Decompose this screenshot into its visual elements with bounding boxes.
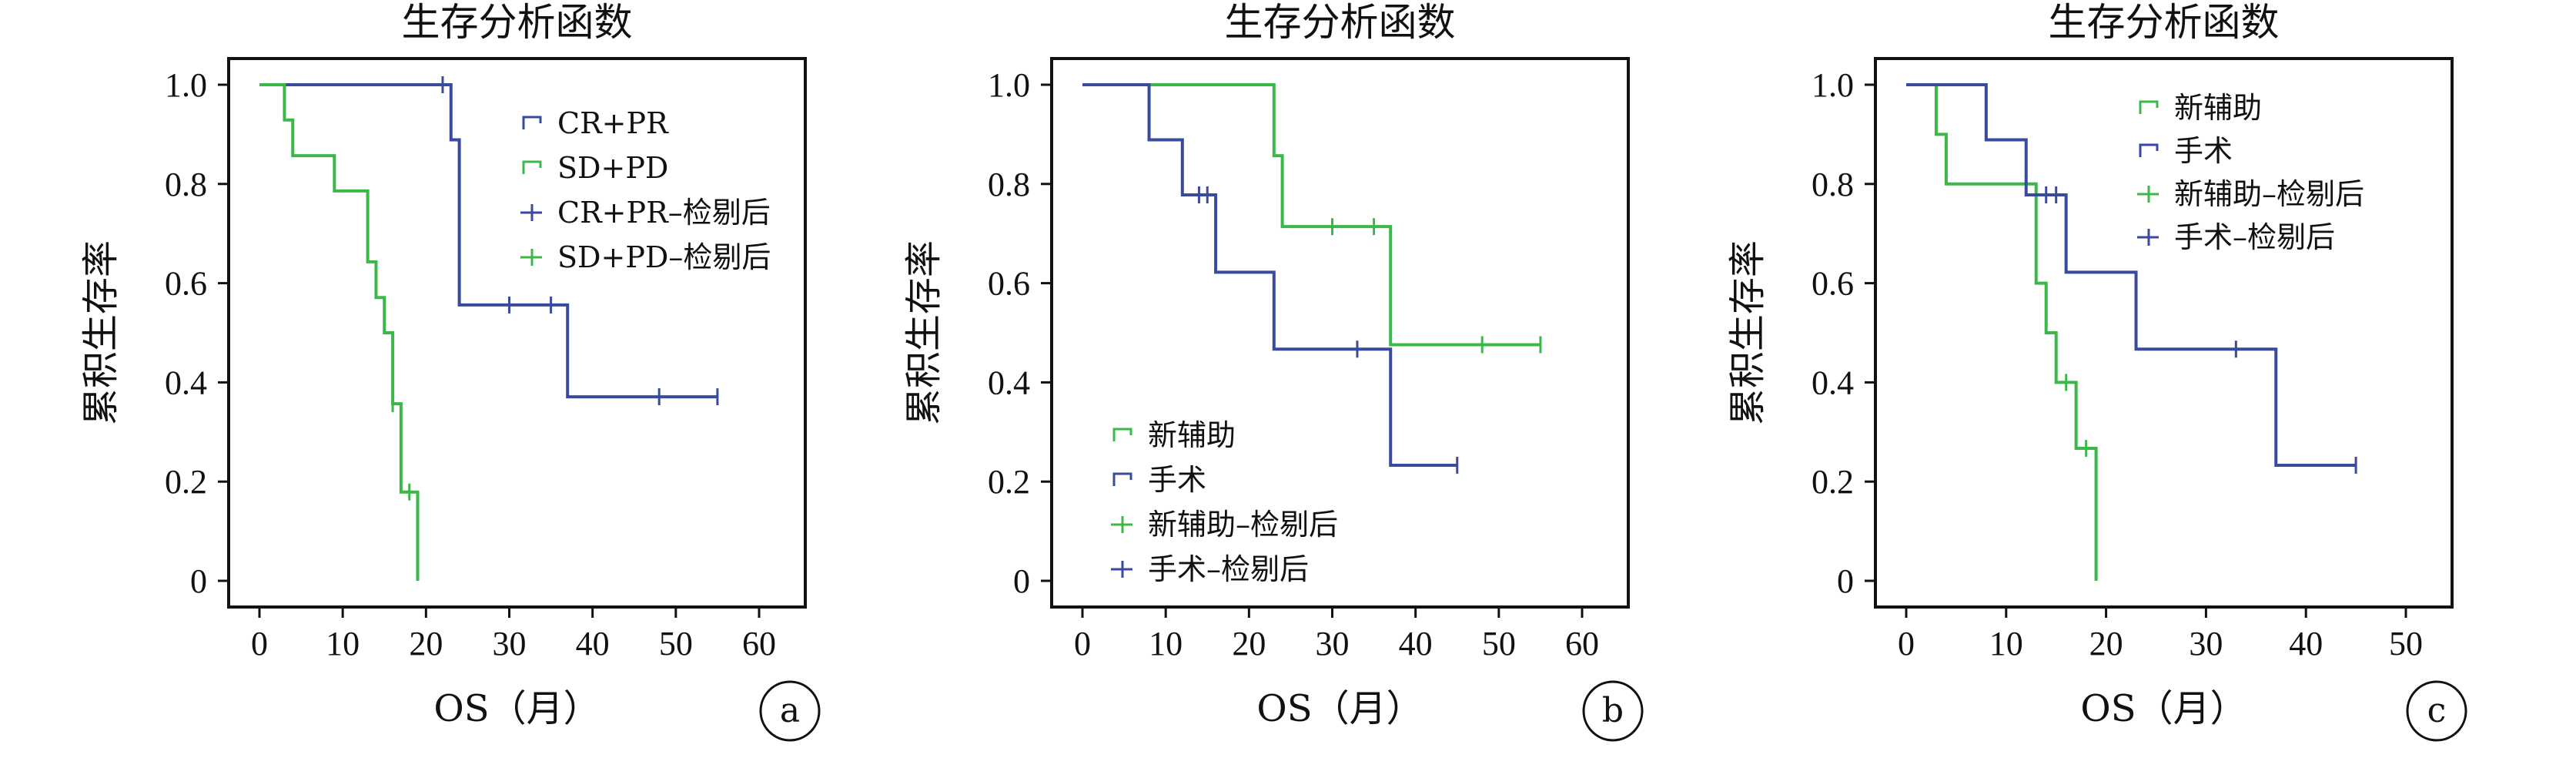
- legend-label: 新辅助–检剔后: [2174, 177, 2364, 211]
- y-tick-label: 0.2: [1812, 463, 1854, 501]
- x-tick-label: 40: [1399, 625, 1433, 662]
- legend-swatch: [1112, 472, 1132, 486]
- x-tick-label: 10: [326, 625, 360, 662]
- legend-label: 手术: [2174, 134, 2233, 168]
- legend-label: 新辅助: [1148, 418, 1236, 452]
- chart-panel-b: 生存分析函数 0 10 20 30 40 50 60 0 0.2 0.4 0.6 0.8 1.0 OS（月）…: [902, 0, 1644, 742]
- y-tick-label: 0: [1837, 562, 1854, 600]
- legend-label: CR+PR–检剔后: [557, 196, 771, 230]
- chart-title: 生存分析函数: [402, 0, 633, 45]
- legend-label: 手术: [1148, 463, 1206, 497]
- x-tick-label: 40: [2289, 625, 2323, 662]
- y-axis-label: 累积生存率: [1726, 240, 1769, 425]
- legend-swatch: [1112, 428, 1132, 441]
- legend-label: SD+PD: [557, 151, 668, 185]
- legend-swatch: [2139, 143, 2159, 157]
- legend-label: 新辅助: [2174, 91, 2262, 125]
- legend-label: 手术–检剔后: [1148, 552, 1309, 586]
- x-tick-label: 0: [1074, 625, 1091, 662]
- x-tick-label: 60: [1565, 625, 1599, 662]
- y-axis-label: 累积生存率: [79, 240, 122, 425]
- series-line-first: [1082, 83, 1541, 347]
- panel-label: b: [1602, 691, 1624, 730]
- plot-frame: [1050, 57, 1630, 609]
- x-tick-label: 20: [409, 625, 443, 662]
- plot-frame: [227, 57, 807, 609]
- y-tick-label: 0.2: [988, 463, 1030, 501]
- x-tick-label: 30: [2189, 625, 2223, 662]
- legend-swatch: [522, 160, 542, 174]
- x-tick-label: 40: [576, 625, 610, 662]
- plot-frame: [1874, 57, 2454, 609]
- panel-label-circle: [1582, 680, 1644, 742]
- y-tick-label: 0.6: [165, 265, 207, 303]
- x-tick-label: 30: [1316, 625, 1350, 662]
- y-tick-label: 0.8: [1812, 166, 1854, 203]
- panel-label-circle: [2406, 680, 2467, 742]
- chart-title: 生存分析函数: [2049, 0, 2280, 45]
- legend-label: 手术–检剔后: [2174, 220, 2335, 254]
- x-tick-label: 50: [659, 625, 693, 662]
- x-tick-label: 60: [742, 625, 776, 662]
- x-axis-label: OS（月）: [433, 687, 600, 730]
- y-tick-label: 0: [190, 562, 207, 600]
- x-axis-label: OS（月）: [2080, 687, 2246, 730]
- y-tick-label: 0.4: [1812, 364, 1854, 401]
- series-line-first: [259, 83, 718, 399]
- y-tick-label: 0.4: [988, 364, 1030, 401]
- x-tick-label: 20: [2089, 625, 2123, 662]
- panel-label: c: [2427, 691, 2447, 730]
- x-tick-label: 10: [1149, 625, 1183, 662]
- chart-title: 生存分析函数: [1225, 0, 1456, 45]
- legend-label: 新辅助–检剔后: [1148, 508, 1338, 542]
- legend-swatch: [522, 116, 542, 129]
- x-tick-label: 20: [1232, 625, 1266, 662]
- y-tick-label: 0.6: [1812, 265, 1854, 303]
- x-tick-label: 50: [1482, 625, 1516, 662]
- y-tick-label: 0.6: [988, 265, 1030, 303]
- x-tick-label: 0: [251, 625, 268, 662]
- legend: CR+PR SD+PD CR+PR–检剔后 SD+PD–检剔后: [520, 106, 771, 274]
- y-tick-label: 0: [1013, 562, 1030, 600]
- legend-label: CR+PR: [557, 106, 669, 140]
- y-tick-label: 1.0: [165, 66, 207, 104]
- panel-label: a: [780, 691, 800, 730]
- x-tick-label: 0: [1898, 625, 1915, 662]
- legend-swatch: [2139, 100, 2159, 114]
- chart-panel-a: 生存分析函数 0 10 20 30 40 50 60 0 0.2 0.4 0.6 0.8 1.0 OS（月）…: [79, 0, 821, 742]
- x-axis-label: OS（月）: [1256, 687, 1423, 730]
- chart-panel-c: 生存分析函数 0 10 20 30 40 50 0 0.2 0.4 0.6 0.8 1.0 OS（月） 累积…: [1726, 0, 2467, 742]
- y-axis-label: 累积生存率: [902, 240, 945, 425]
- x-tick-label: 30: [493, 625, 527, 662]
- y-tick-label: 1.0: [988, 66, 1030, 104]
- y-tick-label: 0.4: [165, 364, 207, 401]
- x-tick-label: 50: [2389, 625, 2423, 662]
- series-line-second: [1906, 83, 2357, 467]
- legend-label: SD+PD–检剔后: [557, 240, 771, 274]
- panel-label-circle: [759, 680, 821, 742]
- y-tick-label: 0.8: [165, 166, 207, 203]
- y-tick-label: 0.8: [988, 166, 1030, 203]
- series-line-first: [1906, 83, 2098, 581]
- series-line-second: [259, 83, 420, 581]
- series-line-second: [1082, 83, 1457, 467]
- y-tick-label: 1.0: [1812, 66, 1854, 104]
- y-tick-label: 0.2: [165, 463, 207, 501]
- x-tick-label: 10: [1989, 625, 2023, 662]
